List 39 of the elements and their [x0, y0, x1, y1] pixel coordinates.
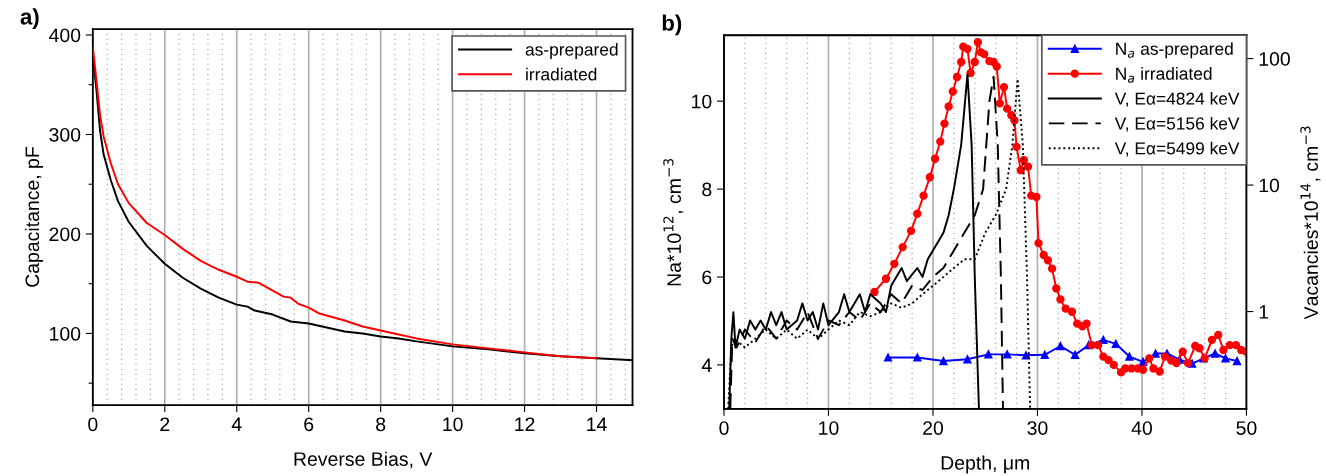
y-tick-label: 100	[50, 326, 81, 341]
y2-tick-label: 1	[1259, 305, 1269, 319]
x-tick-label: 2	[160, 417, 170, 431]
y-tick-label: 6	[702, 270, 712, 285]
x-tick-label: 30	[1027, 421, 1048, 435]
legend-label: V, Eα=5156 keV	[1114, 116, 1240, 132]
x-tick-label: 14	[587, 417, 607, 431]
legend-label: irradiated	[526, 67, 597, 81]
y-axis-title: Na*10$^{12}$, cm$^{−3}$	[663, 158, 684, 286]
x-tick-label: 12	[515, 417, 535, 431]
legend-label: as-prepared	[525, 42, 618, 60]
legend-label: N$_{a}$ irradiated	[1116, 67, 1212, 83]
x-tick-label: 10	[443, 417, 463, 432]
x-tick-label: 8	[376, 417, 386, 432]
legend-label: N$_{a}$ as-prepared	[1116, 42, 1233, 59]
y-tick-label: 300	[49, 127, 81, 142]
x-axis-title: Reverse Bias, V	[294, 451, 433, 469]
x-tick-label: 0	[88, 417, 98, 432]
y-tick-label: 8	[702, 182, 712, 197]
y-axis-title: Capacitance, pF	[24, 147, 44, 287]
x-tick-label: 50	[1236, 421, 1257, 435]
y-tick-label: 10	[692, 94, 712, 109]
x-tick-label: 20	[923, 421, 944, 435]
legend-label: V, Eα=4824 keV	[1114, 92, 1240, 107]
y-tick-label: 400	[49, 28, 81, 43]
x-tick-label: 40	[1131, 421, 1153, 435]
x-tick-label: 4	[231, 417, 242, 431]
y2-tick-label: 10	[1259, 178, 1280, 193]
legend-label: V, Eα=5499 keV	[1114, 141, 1240, 157]
x-axis-title: Depth, μm	[941, 455, 1029, 474]
x-tick-label: 10	[819, 421, 839, 435]
x-tick-label: 6	[304, 417, 314, 432]
chart-title: b)	[662, 14, 682, 36]
y-tick-label: 4	[701, 358, 712, 372]
chart-title: a)	[20, 8, 39, 30]
y-tick-label: 200	[49, 227, 81, 242]
y2-tick-label: 100	[1259, 52, 1290, 66]
y2-axis-title: Vacancies*10$^{14}$, cm$^{−3}$	[1300, 126, 1321, 320]
x-tick-label: 0	[719, 421, 729, 435]
